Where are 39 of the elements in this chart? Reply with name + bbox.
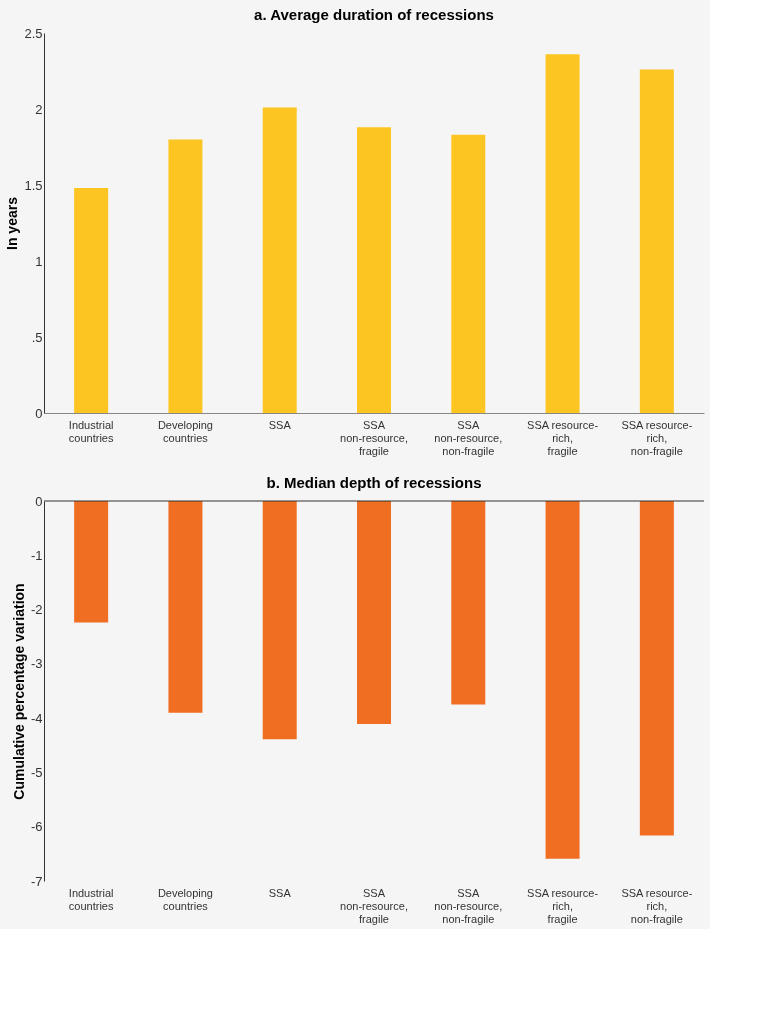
x-tick-label: SSA non-resource, fragile bbox=[340, 886, 408, 925]
y-tick-label: -4 bbox=[30, 710, 43, 726]
x-tick-label: SSA resource- rich, non-fragile bbox=[621, 886, 693, 925]
chart-title: b. Median depth of recessions bbox=[266, 474, 482, 491]
y-tick-label: 2.5 bbox=[24, 25, 43, 41]
bar bbox=[545, 54, 580, 413]
bar bbox=[639, 69, 674, 413]
y-tick-label: 0 bbox=[35, 493, 43, 509]
x-tick-label: SSA resource- rich, fragile bbox=[527, 886, 599, 925]
y-tick-label: -7 bbox=[30, 873, 43, 889]
x-tick-label: SSA non-resource, non-fragile bbox=[434, 418, 503, 457]
x-tick-label: SSA resource- rich, non-fragile bbox=[621, 418, 693, 457]
y-tick-label: -1 bbox=[30, 547, 43, 563]
x-tick-label: Developing countries bbox=[157, 418, 213, 444]
y-tick-label: -6 bbox=[30, 819, 43, 835]
bar bbox=[168, 139, 203, 413]
y-tick-label: 0 bbox=[35, 405, 43, 421]
y-tick-label: -2 bbox=[30, 602, 43, 618]
bar bbox=[357, 127, 391, 413]
x-tick-label: Industrial countries bbox=[68, 886, 114, 912]
x-tick-label: SSA resource- rich, fragile bbox=[527, 418, 599, 457]
y-tick-label: -3 bbox=[30, 656, 43, 672]
y-tick-label: .5 bbox=[31, 329, 43, 345]
x-tick-label: SSA bbox=[268, 886, 292, 899]
x-tick-label: SSA non-resource, non-fragile bbox=[434, 886, 503, 925]
x-tick-label: SSA non-resource, fragile bbox=[340, 418, 408, 457]
y-axis-title: In years bbox=[4, 196, 21, 250]
x-tick-label: SSA bbox=[268, 418, 292, 431]
y-tick-label: 2 bbox=[35, 101, 43, 117]
x-tick-label: Industrial countries bbox=[68, 418, 114, 444]
y-tick-label: 1.5 bbox=[24, 177, 43, 193]
bar bbox=[451, 134, 486, 413]
y-tick-label: 1 bbox=[35, 253, 43, 269]
x-tick-label: Developing countries bbox=[157, 886, 213, 912]
chart-title: a. Average duration of recessions bbox=[254, 6, 494, 23]
bar bbox=[262, 107, 297, 413]
bar bbox=[74, 188, 109, 413]
y-axis-title: Cumulative percentage variation bbox=[10, 583, 27, 800]
y-tick-label: -5 bbox=[30, 764, 43, 780]
